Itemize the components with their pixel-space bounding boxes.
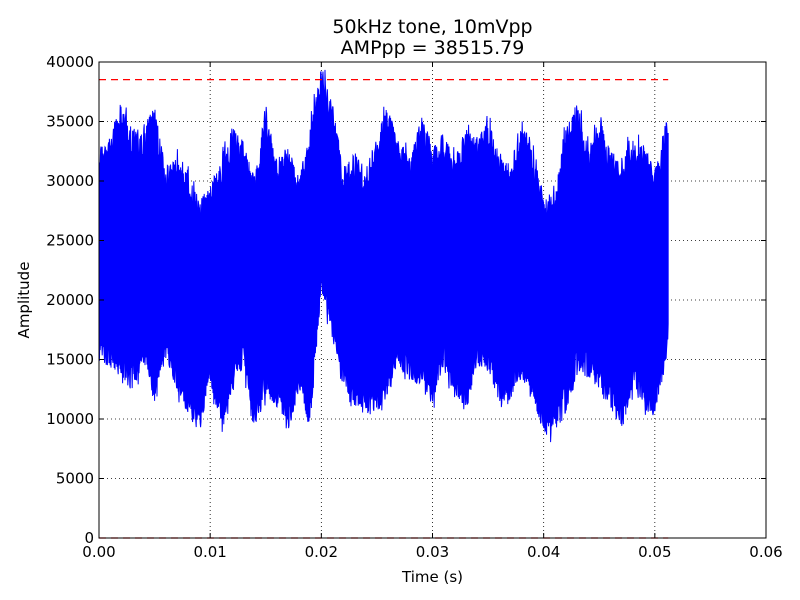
y-tick-label: 15000 [46,351,94,369]
x-axis-label: Time (s) [401,568,463,586]
y-tick-label: 25000 [46,232,94,250]
y-tick-label: 0 [84,529,94,547]
y-tick-label: 10000 [46,410,94,428]
y-tick-label: 20000 [46,291,94,309]
x-tick-label: 0.01 [193,543,226,561]
y-tick-label: 40000 [46,53,94,71]
y-tick-label: 5000 [56,470,94,488]
x-tick-label: 0.05 [638,543,671,561]
x-tick-label: 0.03 [416,543,449,561]
axis-ticks: 0.00 0.01 0.02 0.03 0.04 0.05 0.06 0 5000 10000 15… [46,53,782,561]
signal-waveform [98,69,669,443]
plot-series [98,69,669,539]
y-tick-label: 35000 [46,113,94,131]
x-tick-label: 0.04 [527,543,560,561]
x-tick-label: 0.00 [82,543,115,561]
x-tick-label: 0.02 [305,543,338,561]
y-tick-label: 30000 [46,172,94,190]
x-tick-label: 0.06 [749,543,782,561]
y-axis-label: Amplitude [15,262,33,339]
chart-title: 50kHz tone, 10mVpp [332,16,532,38]
chart-subtitle: AMPpp = 38515.79 [341,37,525,59]
